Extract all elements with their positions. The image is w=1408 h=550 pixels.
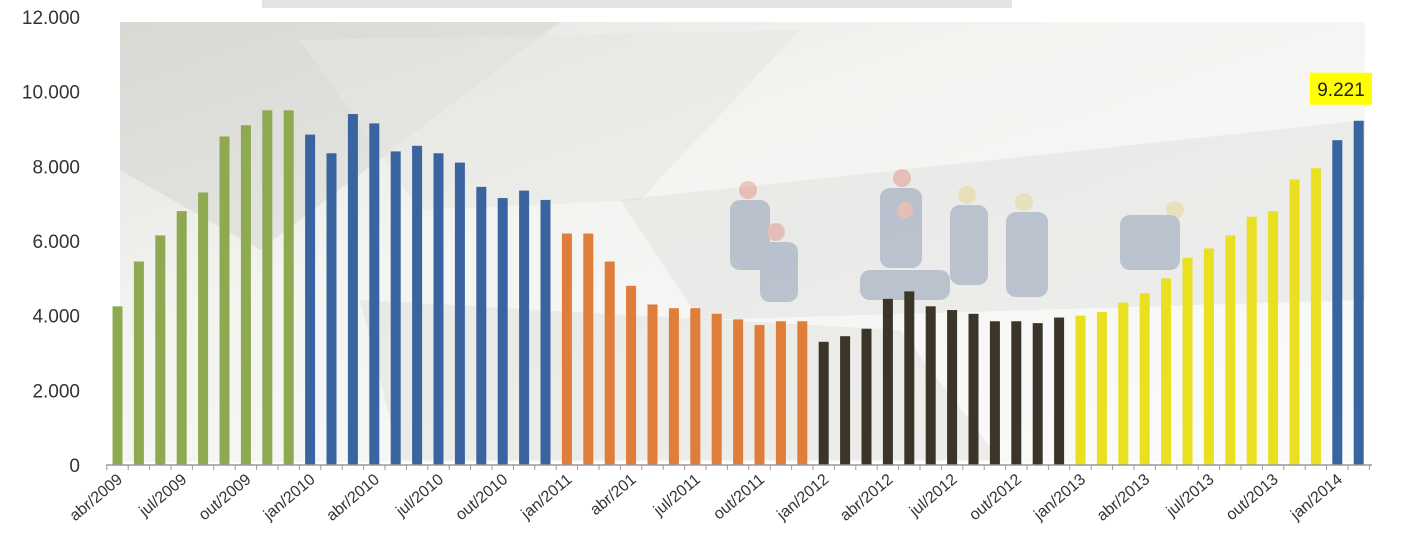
bar-out-2013 — [1268, 211, 1279, 465]
bar-jul-2010 — [433, 153, 444, 465]
x-tick-label: out/2011 — [710, 471, 768, 523]
bar-fev-2011 — [583, 233, 594, 465]
x-tick-label: abr/2012 — [837, 471, 896, 525]
y-axis-labels: 0 2.000 4.000 6.000 8.000 10.000 12.000 — [22, 8, 80, 477]
x-tick-label: abr/201 — [587, 471, 640, 519]
bar-abr-2012 — [882, 298, 893, 465]
bar-jun-2010 — [412, 145, 423, 466]
title-placeholder — [262, 0, 1012, 8]
x-tick-label: jan/2011 — [518, 471, 576, 523]
bar-out-2009 — [240, 125, 251, 466]
x-tick-label: jan/2013 — [1030, 471, 1089, 524]
bar-jan-2010 — [305, 134, 316, 465]
bar-set-2013 — [1246, 216, 1257, 465]
bar-nov-2012 — [1032, 323, 1043, 465]
y-tick-label: 2.000 — [32, 381, 80, 402]
y-tick-label: 12.000 — [22, 8, 80, 29]
bar-jun-2011 — [668, 308, 679, 465]
bar-jul-2013 — [1203, 248, 1214, 465]
x-tick-label: jul/2010 — [392, 471, 447, 521]
bar-dez-2013 — [1310, 168, 1321, 465]
x-ticks — [106, 465, 1370, 470]
x-axis-labels: abr/2009 jul/2009 out/2009 jan/2010 abr/2010… — [67, 471, 1346, 525]
bar-fev-2010 — [326, 153, 337, 465]
bar-mar-2011 — [604, 261, 615, 465]
bar-abr-2013 — [1139, 293, 1150, 465]
bar-ago-2013 — [1225, 235, 1236, 465]
y-tick-label: 4.000 — [32, 307, 80, 328]
value-callout: 9.221 — [1310, 72, 1372, 105]
x-tick-label: jan/2010 — [260, 471, 319, 524]
bar-fev-2013 — [1096, 311, 1107, 465]
bar-mar-2012 — [861, 328, 872, 465]
x-tick-label: out/2009 — [196, 471, 255, 524]
bar-out-2012 — [1011, 321, 1022, 465]
bar-ago-2012 — [968, 313, 979, 465]
bar-mai-2012 — [904, 291, 915, 465]
bar-jul-2011 — [690, 308, 701, 465]
x-tick-label: jul/2009 — [136, 471, 191, 521]
y-tick-label: 6.000 — [32, 232, 80, 253]
x-tick-label: jan/2014 — [1287, 471, 1346, 524]
x-tick-label: out/2010 — [453, 471, 512, 524]
bar-nov-2009 — [262, 110, 273, 465]
x-tick-label: jul/2011 — [650, 471, 704, 520]
bar-abr-2010 — [369, 123, 380, 466]
x-tick-label: abr/2010 — [324, 471, 383, 525]
bar-jun-2012 — [925, 306, 936, 465]
bar-ago-2009 — [198, 192, 209, 465]
bar-out-2010 — [497, 198, 508, 465]
bar-mai-2009 — [133, 261, 144, 465]
x-tick-label: jan/2012 — [774, 471, 833, 524]
bar-nov-2013 — [1289, 179, 1300, 465]
bar-fev-2014 — [1353, 120, 1364, 465]
bar-jun-2013 — [1182, 257, 1193, 465]
bar-mai-2010 — [390, 151, 401, 465]
bar-fev-2012 — [840, 336, 851, 465]
bar-abr-2009 — [112, 306, 123, 465]
bar-set-2012 — [989, 321, 1000, 465]
y-tick-label: 10.000 — [22, 83, 80, 104]
bar-dez-2011 — [797, 321, 808, 465]
callout-background — [1310, 72, 1372, 105]
bar-mar-2010 — [347, 114, 358, 465]
bar-set-2011 — [733, 319, 744, 465]
x-tick-label: abr/2013 — [1094, 471, 1153, 525]
bar-jul-2012 — [947, 310, 958, 465]
bar-mai-2011 — [647, 304, 658, 465]
callout-label: 9.221 — [1317, 80, 1365, 101]
bar-nov-2010 — [519, 190, 530, 465]
bar-jun-2009 — [155, 235, 166, 465]
x-tick-label: abr/2009 — [67, 471, 126, 525]
y-tick-label: 8.000 — [32, 157, 80, 178]
bar-out-2011 — [754, 325, 765, 465]
x-tick-label: jul/2013 — [1163, 471, 1218, 521]
bar-dez-2010 — [540, 199, 551, 465]
workers-silhouette — [730, 169, 1184, 302]
bar-jan-2012 — [818, 341, 829, 465]
y-tick-label: 0 — [69, 456, 80, 477]
bar-dez-2012 — [1054, 317, 1065, 465]
bar-nov-2011 — [775, 321, 786, 465]
bar-jan-2011 — [561, 233, 572, 465]
bar-jan-2014 — [1332, 140, 1343, 465]
bars — [112, 110, 1364, 466]
bar-abr-201 — [626, 285, 637, 465]
x-tick-label: out/2013 — [1223, 471, 1282, 524]
bar-jan-2013 — [1075, 315, 1086, 465]
bar-set-2009 — [219, 136, 230, 465]
x-tick-label: jul/2012 — [906, 471, 961, 521]
bar-ago-2011 — [711, 313, 722, 465]
bar-dez-2009 — [283, 110, 294, 465]
bar-ago-2010 — [454, 162, 465, 465]
bar-set-2010 — [476, 186, 487, 465]
bar-jul-2009 — [176, 211, 187, 465]
bar-mar-2013 — [1118, 302, 1129, 465]
x-tick-label: out/2012 — [966, 471, 1025, 524]
bar-mai-2013 — [1161, 278, 1172, 465]
